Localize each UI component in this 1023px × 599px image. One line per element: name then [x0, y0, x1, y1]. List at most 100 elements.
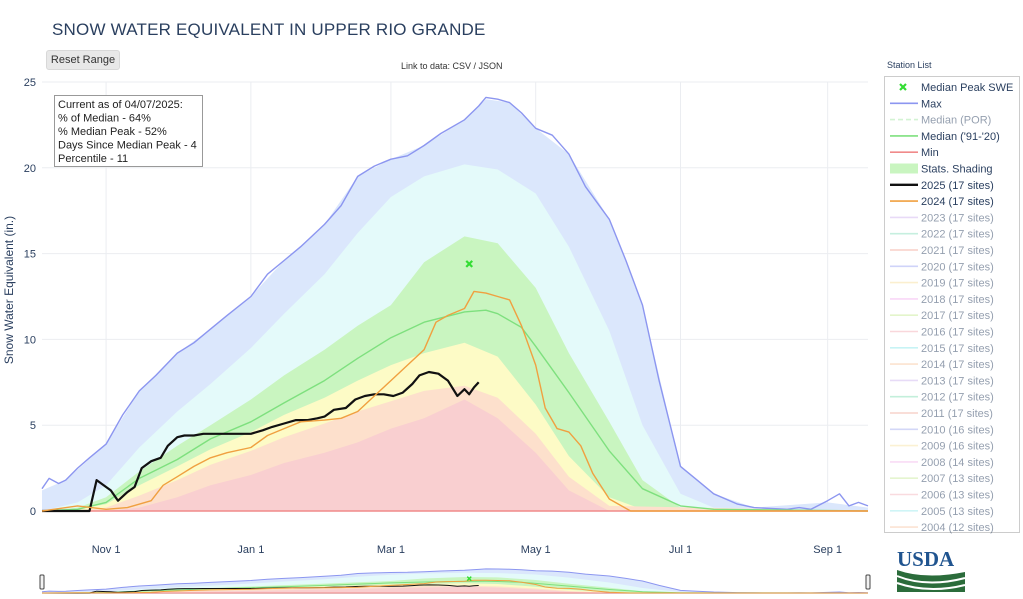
y-tick-label: 0	[30, 506, 36, 518]
legend-item-min[interactable]: Min	[890, 147, 939, 159]
legend-label: 2014 (17 sites)	[921, 359, 994, 371]
legend-label: 2015 (17 sites)	[921, 343, 994, 355]
range-slider-band	[42, 586, 868, 593]
legend-item-2024-17-sites[interactable]: 2024 (17 sites)	[890, 196, 994, 208]
x-tick-label: Jan 1	[237, 544, 264, 556]
legend[interactable]: Median Peak SWE Max Median (POR) Median ('9…	[884, 76, 1020, 535]
legend-item-max[interactable]: Max	[890, 98, 942, 110]
info-box-frame	[54, 95, 203, 167]
legend-label: 2021 (17 sites)	[921, 245, 994, 257]
y-tick-label: 25	[24, 77, 36, 89]
x-tick-label: Jul 1	[669, 544, 692, 556]
legend-label: 2013 (17 sites)	[921, 375, 994, 387]
median-peak-marker[interactable]	[465, 260, 474, 268]
legend-label: 2010 (16 sites)	[921, 424, 994, 436]
legend-label: 2011 (17 sites)	[921, 408, 993, 420]
legend-label: 2012 (17 sites)	[921, 392, 994, 404]
legend-label: Median Peak SWE	[921, 82, 1013, 94]
legend-item-2012-17-sites[interactable]: 2012 (17 sites)	[890, 392, 994, 404]
legend-label: 2023 (17 sites)	[921, 212, 994, 224]
legend-item-median-91-20[interactable]: Median ('91-'20)	[890, 131, 1000, 143]
y-tick-label: 10	[24, 334, 36, 346]
series-lines	[41, 96, 869, 513]
legend-swatch	[890, 163, 918, 174]
info-box-line: Percentile - 11	[58, 153, 128, 165]
x-tick-label: May 1	[521, 544, 551, 556]
legend-item-2015-17-sites[interactable]: 2015 (17 sites)	[890, 343, 994, 355]
legend-label: Max	[921, 98, 942, 110]
series-median-91-20[interactable]	[41, 309, 869, 512]
legend-item-median-por[interactable]: Median (POR)	[890, 115, 991, 127]
info-box-line: Current as of 04/07/2025:	[58, 99, 183, 111]
legend-item-2018-17-sites[interactable]: 2018 (17 sites)	[890, 294, 994, 306]
legend-item-2017-17-sites[interactable]: 2017 (17 sites)	[890, 310, 994, 322]
series-max[interactable]	[41, 96, 869, 510]
legend-label: 2019 (17 sites)	[921, 278, 994, 290]
legend-label: 2020 (17 sites)	[921, 261, 994, 273]
legend-item-2005-13-sites[interactable]: 2005 (13 sites)	[890, 506, 994, 518]
legend-label: 2016 (17 sites)	[921, 327, 994, 339]
legend-label: 2005 (13 sites)	[921, 506, 994, 518]
legend-item-2008-14-sites[interactable]: 2008 (14 sites)	[890, 457, 994, 469]
series-2024-17-sites[interactable]	[41, 290, 868, 512]
legend-label: 2022 (17 sites)	[921, 229, 994, 241]
y-tick-label: 20	[24, 163, 36, 175]
legend-label: 2009 (16 sites)	[921, 441, 994, 453]
legend-item-2007-13-sites[interactable]: 2007 (13 sites)	[890, 473, 994, 485]
axes: 0 5 10 15 20 25 Nov 1 Jan 1 Mar 1 May 1 Jul 1 Sep 1	[24, 77, 842, 556]
legend-item-2010-16-sites[interactable]: 2010 (16 sites)	[890, 424, 994, 436]
range-slider-series	[41, 579, 868, 594]
legend-label: 2008 (14 sites)	[921, 457, 994, 469]
y-tick-label: 5	[30, 420, 36, 432]
y-tick-label: 15	[24, 249, 36, 261]
percentile-bands	[42, 99, 868, 511]
legend-item-2019-17-sites[interactable]: 2019 (17 sites)	[890, 278, 994, 290]
legend-item-2004-12-sites[interactable]: 2004 (12 sites)	[890, 522, 994, 534]
legend-item-2011-17-sites[interactable]: 2011 (17 sites)	[890, 408, 993, 420]
legend-item-2022-17-sites[interactable]: 2022 (17 sites)	[890, 229, 994, 241]
legend-item-2016-17-sites[interactable]: 2016 (17 sites)	[890, 327, 994, 339]
legend-label: 2004 (12 sites)	[921, 522, 994, 534]
x-tick-label: Sep 1	[813, 544, 842, 556]
legend-label: Min	[921, 147, 939, 159]
legend-label: Stats. Shading	[921, 164, 993, 176]
range-slider-peak-marker	[466, 576, 472, 582]
legend-item-2025-17-sites[interactable]: 2025 (17 sites)	[890, 180, 994, 192]
legend-item-2023-17-sites[interactable]: 2023 (17 sites)	[890, 212, 994, 224]
info-box-line: % Median Peak - 52%	[58, 126, 167, 138]
band-10th-percentile	[42, 399, 868, 511]
legend-item-2020-17-sites[interactable]: 2020 (17 sites)	[890, 261, 994, 273]
usda-logo: USDA	[895, 546, 967, 594]
legend-item-2006-13-sites[interactable]: 2006 (13 sites)	[890, 490, 994, 502]
info-box-line: % of Median - 64%	[58, 113, 151, 125]
legend-item-2013-17-sites[interactable]: 2013 (17 sites)	[890, 375, 994, 387]
legend-label: Median (POR)	[921, 115, 991, 127]
data-link[interactable]: Link to data: CSV / JSON	[401, 61, 503, 71]
legend-item-2009-16-sites[interactable]: 2009 (16 sites)	[890, 441, 994, 453]
legend-label: 2025 (17 sites)	[921, 180, 994, 192]
legend-label: 2007 (13 sites)	[921, 473, 994, 485]
x-tick-label: Nov 1	[92, 544, 121, 556]
series-2025-17-sites[interactable]	[42, 370, 480, 513]
range-slider-right-handle[interactable]	[865, 574, 871, 590]
legend-item-2021-17-sites[interactable]: 2021 (17 sites)	[890, 245, 994, 257]
range-slider-series	[41, 580, 869, 594]
legend-item-2014-17-sites[interactable]: 2014 (17 sites)	[890, 359, 994, 371]
current-status-box: Current as of 04/07/2025: % of Median - 6…	[54, 95, 203, 167]
range-slider[interactable]	[39, 568, 871, 594]
info-box-line: Days Since Median Peak - 4	[58, 140, 197, 152]
legend-label: Median ('91-'20)	[921, 131, 1000, 143]
legend-label: 2017 (17 sites)	[921, 310, 994, 322]
legend-label: 2006 (13 sites)	[921, 490, 994, 502]
usda-logo-text: USDA	[897, 547, 955, 571]
y-axis-label: Snow Water Equivalent (in.)	[2, 216, 16, 364]
legend-label: 2018 (17 sites)	[921, 294, 994, 306]
legend-label: 2024 (17 sites)	[921, 196, 994, 208]
range-slider-left-handle[interactable]	[39, 574, 45, 590]
legend-item-stats-shading[interactable]: Stats. Shading	[890, 163, 993, 176]
x-tick-label: Mar 1	[377, 544, 405, 556]
chart-title: SNOW WATER EQUIVALENT IN UPPER RIO GRAND…	[52, 20, 486, 39]
reset-range-button[interactable]: Reset Range	[46, 50, 120, 70]
legend-item-median-peak-swe[interactable]: Median Peak SWE	[899, 82, 1013, 94]
